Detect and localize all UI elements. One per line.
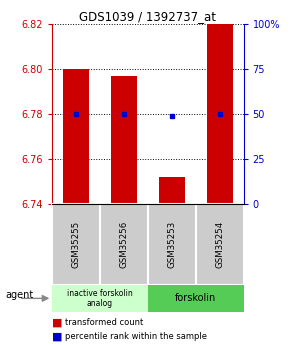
Bar (206, 24, 233, 204)
Text: percentile rank within the sample: percentile rank within the sample (65, 332, 207, 341)
Text: GSM35255: GSM35255 (72, 221, 81, 268)
Title: GDS1039 / 1392737_at: GDS1039 / 1392737_at (79, 10, 216, 23)
Text: ■: ■ (52, 332, 63, 341)
Bar (148, 285, 244, 312)
Text: agent: agent (6, 290, 34, 300)
Bar (111, 76, 137, 204)
Text: GSM35256: GSM35256 (119, 221, 128, 268)
Bar (63, 69, 89, 204)
Bar (100, 204, 148, 285)
Text: GSM35253: GSM35253 (167, 221, 176, 268)
Bar (159, 177, 185, 204)
Bar (196, 204, 244, 285)
Bar (52, 204, 100, 285)
Bar (52, 285, 148, 312)
Text: transformed count: transformed count (65, 318, 144, 327)
Bar (148, 204, 196, 285)
Text: inactive forskolin
analog: inactive forskolin analog (67, 289, 133, 308)
Text: forskolin: forskolin (175, 293, 216, 303)
Text: ■: ■ (52, 318, 63, 327)
Text: GSM35254: GSM35254 (215, 221, 224, 268)
